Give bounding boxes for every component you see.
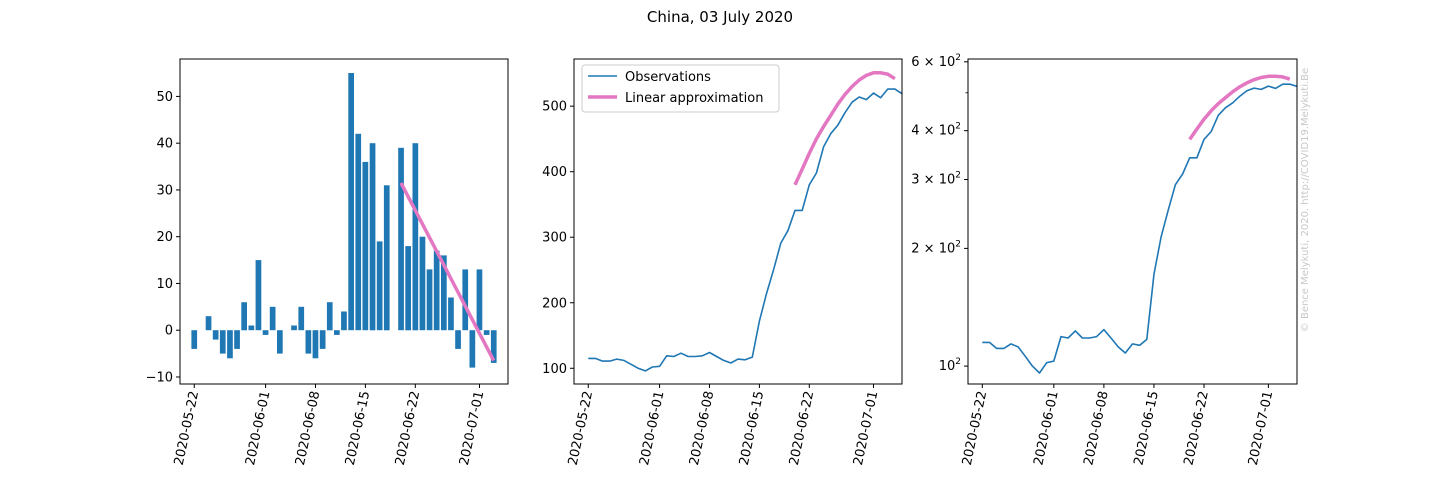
legend-observations-label: Observations [625, 70, 711, 85]
bar [419, 236, 426, 331]
bar [448, 297, 454, 331]
approximation-line [399, 182, 496, 362]
y-tick-label: 6 × 102 [911, 53, 961, 70]
y-tick-label: −10 [146, 370, 173, 385]
bar [326, 302, 333, 331]
axes-frame [179, 58, 509, 385]
bar [191, 330, 198, 349]
bar [376, 241, 383, 331]
bar [298, 306, 305, 331]
x-tick-label: 2020-06-22 [1182, 390, 1212, 467]
x-tick-label: 2020-06-01 [243, 390, 273, 467]
bar [433, 250, 440, 331]
x-tick-label: 2020-06-08 [293, 390, 323, 467]
bar [348, 73, 354, 331]
y-tick-label: 300 [542, 231, 567, 246]
y-tick-label: 2 × 102 [911, 239, 961, 256]
bar [490, 330, 497, 363]
bar [362, 161, 369, 331]
copyright-credit: © Bence Melykuti, 2020. http://COVID19.M… [1300, 68, 1311, 332]
x-tick-label: 2020-06-15 [343, 390, 373, 467]
x-tick-label: 2020-07-01 [1246, 390, 1276, 467]
bar [483, 330, 490, 335]
bar [312, 330, 319, 359]
bar [341, 311, 347, 331]
bar [248, 325, 255, 331]
axes-frame [573, 58, 903, 385]
bar [241, 302, 247, 331]
y-tick-label: 100 [542, 362, 567, 377]
axes-frame [967, 58, 1298, 385]
bar [383, 185, 390, 331]
bar [277, 330, 283, 354]
x-tick-label: 2020-05-22 [172, 390, 202, 467]
x-tick-label: 2020-07-01 [457, 390, 487, 467]
x-tick-label: 2020-06-15 [1131, 390, 1161, 467]
y-tick-label: 400 [542, 165, 567, 180]
bar [355, 133, 362, 331]
x-tick-label: 2020-07-01 [851, 390, 881, 467]
bar [262, 330, 269, 335]
bar [212, 330, 219, 340]
approximation-line [1188, 74, 1291, 141]
bar [369, 143, 376, 331]
observations-line [982, 83, 1298, 374]
bar [269, 306, 276, 331]
bar [205, 316, 212, 331]
y-tick-label: 3 × 102 [911, 171, 961, 188]
legend: Observations Linear approximation [581, 64, 780, 113]
bar [291, 325, 297, 331]
bar [255, 260, 262, 331]
y-tick-label: 10 [156, 277, 173, 292]
x-tick-label: 2020-06-22 [393, 390, 423, 467]
figure-title: China, 03 July 2020 [647, 8, 793, 26]
bar [476, 269, 483, 331]
y-tick-label: 50 [156, 90, 173, 105]
legend-approximation-label: Linear approximation [625, 91, 763, 106]
x-tick-label: 2020-05-22 [566, 390, 596, 467]
bar [398, 147, 404, 331]
x-tick-label: 2020-05-22 [960, 390, 990, 467]
y-tick-label: 40 [156, 137, 173, 152]
x-tick-label: 2020-06-15 [737, 390, 767, 467]
legend-frame [581, 64, 780, 113]
y-tick-label: 30 [156, 183, 173, 198]
x-tick-label: 2020-06-01 [1031, 390, 1061, 467]
y-tick-label: 0 [165, 324, 173, 339]
bar [462, 269, 469, 331]
y-tick-label: 200 [542, 296, 567, 311]
x-tick-label: 2020-06-22 [787, 390, 817, 467]
bar [305, 330, 312, 354]
bar [234, 330, 240, 349]
cumulative-log-panel: 2020-05-22 2020-06-01 2020-06-08 2020-06-15… [911, 53, 1298, 467]
bar [426, 269, 433, 331]
x-tick-label: 2020-06-08 [687, 390, 717, 467]
bar [469, 330, 476, 368]
x-tick-label: 2020-06-08 [1081, 390, 1111, 467]
daily-change-bar-panel: 2020-05-22 2020-06-01 2020-06-08 2020-06-15… [146, 58, 509, 467]
y-tick-label: 4 × 102 [911, 122, 961, 139]
x-tick-label: 2020-06-01 [637, 390, 667, 467]
observations-line [588, 88, 903, 372]
y-tick-label: 102 [939, 357, 961, 374]
bar [405, 246, 411, 331]
y-tick-label: 20 [156, 230, 173, 245]
bar [319, 330, 326, 349]
bar [412, 143, 419, 331]
bar [441, 255, 447, 331]
bar [455, 330, 461, 349]
bar [334, 330, 340, 335]
cumulative-linear-panel: 2020-05-22 2020-06-01 2020-06-08 2020-06-15… [542, 58, 903, 467]
y-tick-label: 500 [542, 100, 567, 115]
approximation-line [793, 71, 896, 186]
bar [227, 330, 233, 359]
bar [219, 330, 226, 354]
